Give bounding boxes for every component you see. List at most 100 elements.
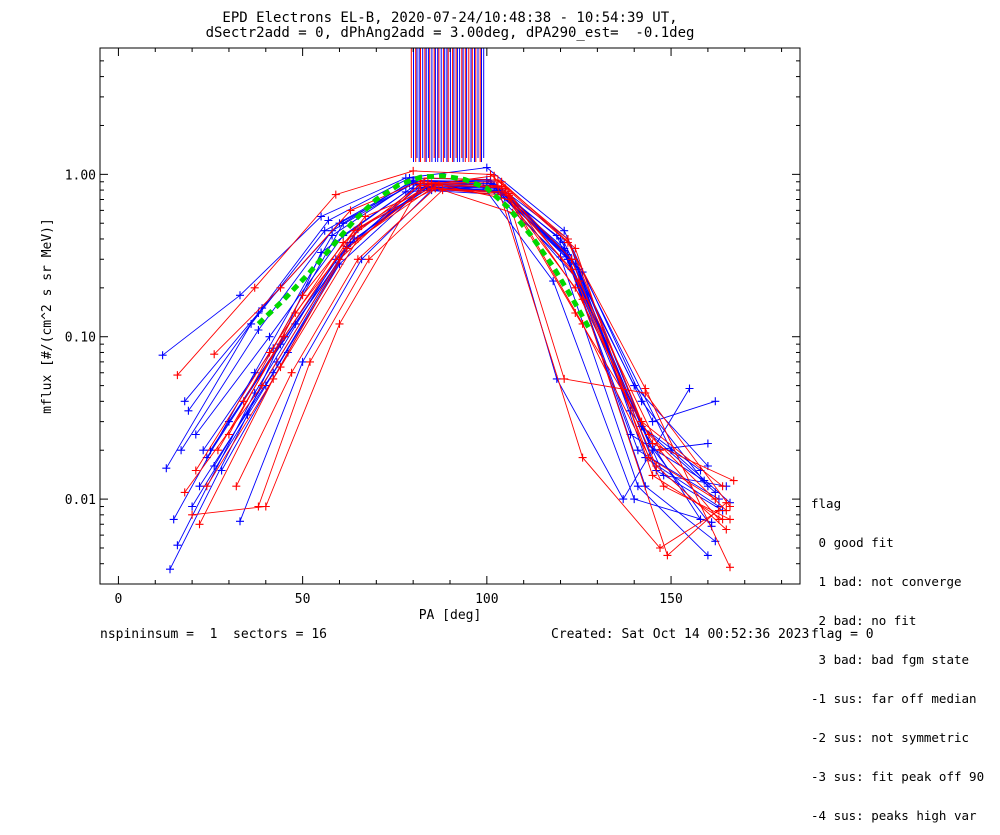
series-point xyxy=(261,502,270,511)
series-point xyxy=(659,482,668,491)
series-point xyxy=(306,357,314,366)
series-group xyxy=(195,181,731,529)
series-point xyxy=(619,495,628,504)
series-point xyxy=(173,371,182,380)
series-point xyxy=(578,453,587,462)
legend-title: flag xyxy=(811,496,842,511)
series-point xyxy=(493,181,502,190)
series-point xyxy=(236,291,244,300)
fit-curve xyxy=(256,173,593,332)
series-group xyxy=(180,177,727,524)
series-point xyxy=(722,506,731,515)
series-group xyxy=(217,183,709,485)
series-point xyxy=(648,471,657,480)
series-point xyxy=(490,171,499,180)
series-point xyxy=(191,466,200,475)
series-line xyxy=(180,182,716,493)
series-point xyxy=(173,541,182,550)
series-point xyxy=(560,374,569,383)
series-point xyxy=(703,439,712,448)
series-point xyxy=(158,351,167,360)
flag-legend: flag 0 good fit 1 bad: not converge 2 ba… xyxy=(811,471,984,835)
series-point xyxy=(726,515,734,524)
series-point xyxy=(486,170,495,179)
series-line xyxy=(213,177,723,487)
legend-item: 3 bad: bad fgm state xyxy=(811,652,970,667)
legend-item: 1 bad: not converge xyxy=(811,574,962,589)
series-point xyxy=(722,525,731,534)
series-point xyxy=(703,551,712,560)
series-line xyxy=(217,182,720,520)
y-tick-label: 1.00 xyxy=(65,168,96,183)
series-point xyxy=(265,332,274,341)
series-point xyxy=(317,212,326,221)
series-point xyxy=(637,397,646,406)
series-point xyxy=(287,368,296,377)
series-point xyxy=(703,482,712,491)
series-point xyxy=(184,406,193,415)
series-point xyxy=(644,453,653,462)
series-point xyxy=(648,417,657,426)
series-point xyxy=(353,235,362,243)
series-group xyxy=(173,184,720,550)
series-point xyxy=(648,439,657,448)
series-point xyxy=(180,397,189,406)
series-point xyxy=(324,216,333,225)
footer-created: Created: Sat Oct 14 00:52:36 2023 xyxy=(551,627,810,642)
series-point xyxy=(169,515,178,524)
series-point xyxy=(700,476,709,485)
series-point xyxy=(714,506,723,515)
series-group xyxy=(162,179,716,527)
series-group xyxy=(184,177,712,491)
series-line xyxy=(243,184,734,482)
series-point xyxy=(630,495,639,504)
series-point xyxy=(711,495,720,504)
series-point xyxy=(361,212,370,221)
series-point xyxy=(633,482,642,491)
series-group xyxy=(202,182,734,507)
series-group xyxy=(254,186,734,511)
series-point xyxy=(188,502,197,511)
series-point xyxy=(567,255,576,264)
series-group xyxy=(188,186,727,515)
series-point xyxy=(276,363,285,372)
series-point xyxy=(346,206,355,215)
legend-item: 2 bad: no fit xyxy=(811,613,917,628)
series-point xyxy=(641,389,650,397)
series-point xyxy=(320,226,329,235)
x-tick-label: 100 xyxy=(475,592,498,607)
x-tick-label: 0 xyxy=(115,592,123,607)
series-group xyxy=(173,166,734,572)
series-point xyxy=(232,482,241,491)
series-point xyxy=(213,446,222,455)
series-line xyxy=(228,187,716,500)
series-point xyxy=(339,219,348,228)
series-line xyxy=(228,187,701,471)
series-line xyxy=(162,167,716,423)
legend-item: -1 sus: far off median xyxy=(811,691,977,706)
chart-title-line2: dSectr2add = 0, dPhAng2add = 3.00deg, dP… xyxy=(205,25,695,41)
series-point xyxy=(711,397,720,406)
series-point xyxy=(420,177,429,186)
series-point xyxy=(298,357,307,366)
series-point xyxy=(210,462,219,470)
spikes-layer xyxy=(410,48,485,162)
series-point xyxy=(560,226,569,235)
series-point xyxy=(258,381,267,390)
series-point xyxy=(236,517,244,526)
series-point xyxy=(331,190,340,199)
series-line xyxy=(199,185,727,525)
data-layer xyxy=(158,163,738,574)
series-point xyxy=(280,332,289,341)
series-point xyxy=(254,502,263,511)
series-point xyxy=(409,166,418,175)
series-point xyxy=(571,283,580,292)
series-point xyxy=(199,446,208,455)
ticks-layer: 0 50 100 150 0.01 0.10 1.00 xyxy=(65,47,800,607)
series-point xyxy=(180,488,189,497)
series-point xyxy=(276,283,285,292)
x-tick-label: 150 xyxy=(659,592,682,607)
series-point xyxy=(685,384,694,393)
series-point xyxy=(162,464,171,473)
series-line xyxy=(173,179,720,520)
